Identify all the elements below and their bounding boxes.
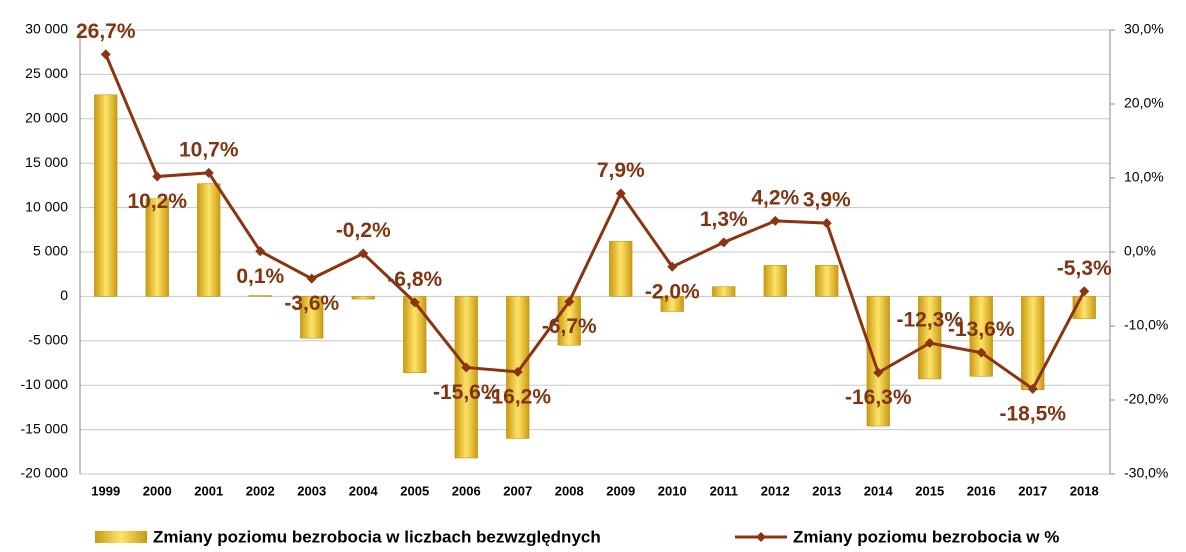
marker bbox=[100, 49, 111, 60]
data-label: 1,3% bbox=[700, 208, 748, 231]
data-label: 3,9% bbox=[803, 189, 851, 212]
bar bbox=[300, 296, 324, 339]
x-tick-label: 2001 bbox=[194, 483, 223, 498]
x-tick-label: 1999 bbox=[91, 483, 120, 498]
line bbox=[104, 53, 1086, 392]
marker bbox=[358, 248, 369, 259]
bar bbox=[763, 265, 787, 297]
x-tick-label: 2002 bbox=[246, 483, 275, 498]
marker bbox=[1079, 286, 1090, 297]
marker bbox=[306, 273, 317, 284]
y-tick-label: 15 000 bbox=[25, 154, 68, 170]
x-tick-label: 2007 bbox=[503, 483, 532, 498]
data-label: 0,1% bbox=[236, 265, 284, 288]
data-label: -6,7% bbox=[542, 315, 597, 338]
x-tick-label: 2005 bbox=[400, 483, 429, 498]
bar bbox=[403, 296, 427, 374]
data-label: -12,3% bbox=[896, 309, 963, 332]
x-tick-label: 2016 bbox=[967, 483, 996, 498]
data-label: -0,2% bbox=[336, 219, 391, 242]
bar bbox=[815, 265, 839, 297]
y-tick-label: -10 000 bbox=[21, 376, 69, 392]
x-tick-label: 2009 bbox=[606, 483, 635, 498]
bar bbox=[918, 296, 942, 380]
marker bbox=[203, 167, 214, 178]
data-label: -5,3% bbox=[1057, 257, 1112, 280]
y-tick-label: -5 000 bbox=[28, 332, 68, 348]
marker bbox=[255, 246, 266, 257]
x-tick-label: 2012 bbox=[761, 483, 790, 498]
x-tick-label: 2008 bbox=[555, 483, 584, 498]
marker bbox=[461, 362, 472, 373]
x-tick-label: 2017 bbox=[1018, 483, 1047, 498]
y2-tick-label: 0,0% bbox=[1124, 243, 1156, 259]
data-label: 4,2% bbox=[751, 186, 799, 209]
legend-label: Zmiany poziomu bezrobocia w % bbox=[793, 527, 1059, 546]
bar bbox=[712, 286, 736, 297]
y2-tick-label: 10,0% bbox=[1124, 169, 1164, 185]
y-tick-label: 20 000 bbox=[25, 110, 68, 126]
y-tick-label: 5 000 bbox=[33, 243, 68, 259]
marker bbox=[152, 171, 163, 182]
bar bbox=[94, 94, 118, 297]
y-tick-label: 25 000 bbox=[25, 65, 68, 81]
data-label: 7,9% bbox=[597, 159, 645, 182]
x-tick-label: 2010 bbox=[658, 483, 687, 498]
x-tick-label: 2015 bbox=[915, 483, 944, 498]
bar bbox=[145, 198, 169, 297]
data-label: -3,6% bbox=[284, 292, 339, 315]
y2-tick-label: 20,0% bbox=[1124, 95, 1164, 111]
bar bbox=[248, 295, 272, 297]
data-label: -16,3% bbox=[845, 386, 912, 409]
x-tick-label: 2006 bbox=[452, 483, 481, 498]
data-label: -18,5% bbox=[999, 402, 1066, 425]
marker bbox=[821, 218, 832, 229]
marker bbox=[512, 366, 523, 377]
marker bbox=[564, 296, 575, 307]
marker bbox=[409, 297, 420, 308]
marker bbox=[667, 261, 678, 272]
data-label: -13,6% bbox=[948, 318, 1015, 341]
y-tick-label: 10 000 bbox=[25, 198, 68, 214]
x-tick-label: 2018 bbox=[1070, 483, 1099, 498]
marker bbox=[924, 338, 935, 349]
bar bbox=[197, 183, 221, 297]
marker bbox=[718, 237, 729, 248]
x-tick-label: 2014 bbox=[864, 483, 894, 498]
x-tick-label: 2000 bbox=[143, 483, 172, 498]
x-tick-label: 2004 bbox=[349, 483, 379, 498]
y2-tick-label: -20,0% bbox=[1124, 391, 1168, 407]
x-tick-label: 2013 bbox=[812, 483, 841, 498]
data-label: 26,7% bbox=[76, 20, 136, 43]
data-label: -16,2% bbox=[484, 385, 551, 408]
bar bbox=[866, 296, 890, 427]
data-label: -6,8% bbox=[387, 268, 442, 291]
bar bbox=[660, 296, 684, 312]
marker bbox=[873, 367, 884, 378]
bar bbox=[609, 241, 633, 297]
bar bbox=[351, 296, 375, 300]
legend-swatch bbox=[756, 532, 766, 542]
y-tick-label: 30 000 bbox=[25, 21, 68, 37]
y2-tick-label: -10,0% bbox=[1124, 317, 1168, 333]
x-tick-label: 2003 bbox=[297, 483, 326, 498]
y2-tick-label: -30,0% bbox=[1124, 465, 1168, 481]
data-label: 10,2% bbox=[127, 190, 187, 213]
legend-label: Zmiany poziomu bezrobocia w liczbach bez… bbox=[153, 527, 601, 546]
marker bbox=[770, 215, 781, 226]
bar bbox=[454, 296, 478, 459]
y-tick-label: -20 000 bbox=[21, 465, 69, 481]
marker bbox=[615, 188, 626, 199]
data-label: -15,6% bbox=[433, 381, 500, 404]
data-label: -2,0% bbox=[645, 280, 700, 303]
data-label: 10,7% bbox=[179, 138, 239, 161]
marker bbox=[976, 347, 987, 358]
y-tick-label: 0 bbox=[60, 287, 68, 303]
x-tick-label: 2011 bbox=[710, 483, 738, 498]
y-tick-label: -15 000 bbox=[21, 420, 69, 436]
legend-swatch bbox=[95, 531, 147, 543]
y2-tick-label: 30,0% bbox=[1124, 21, 1164, 37]
marker bbox=[1027, 383, 1038, 394]
